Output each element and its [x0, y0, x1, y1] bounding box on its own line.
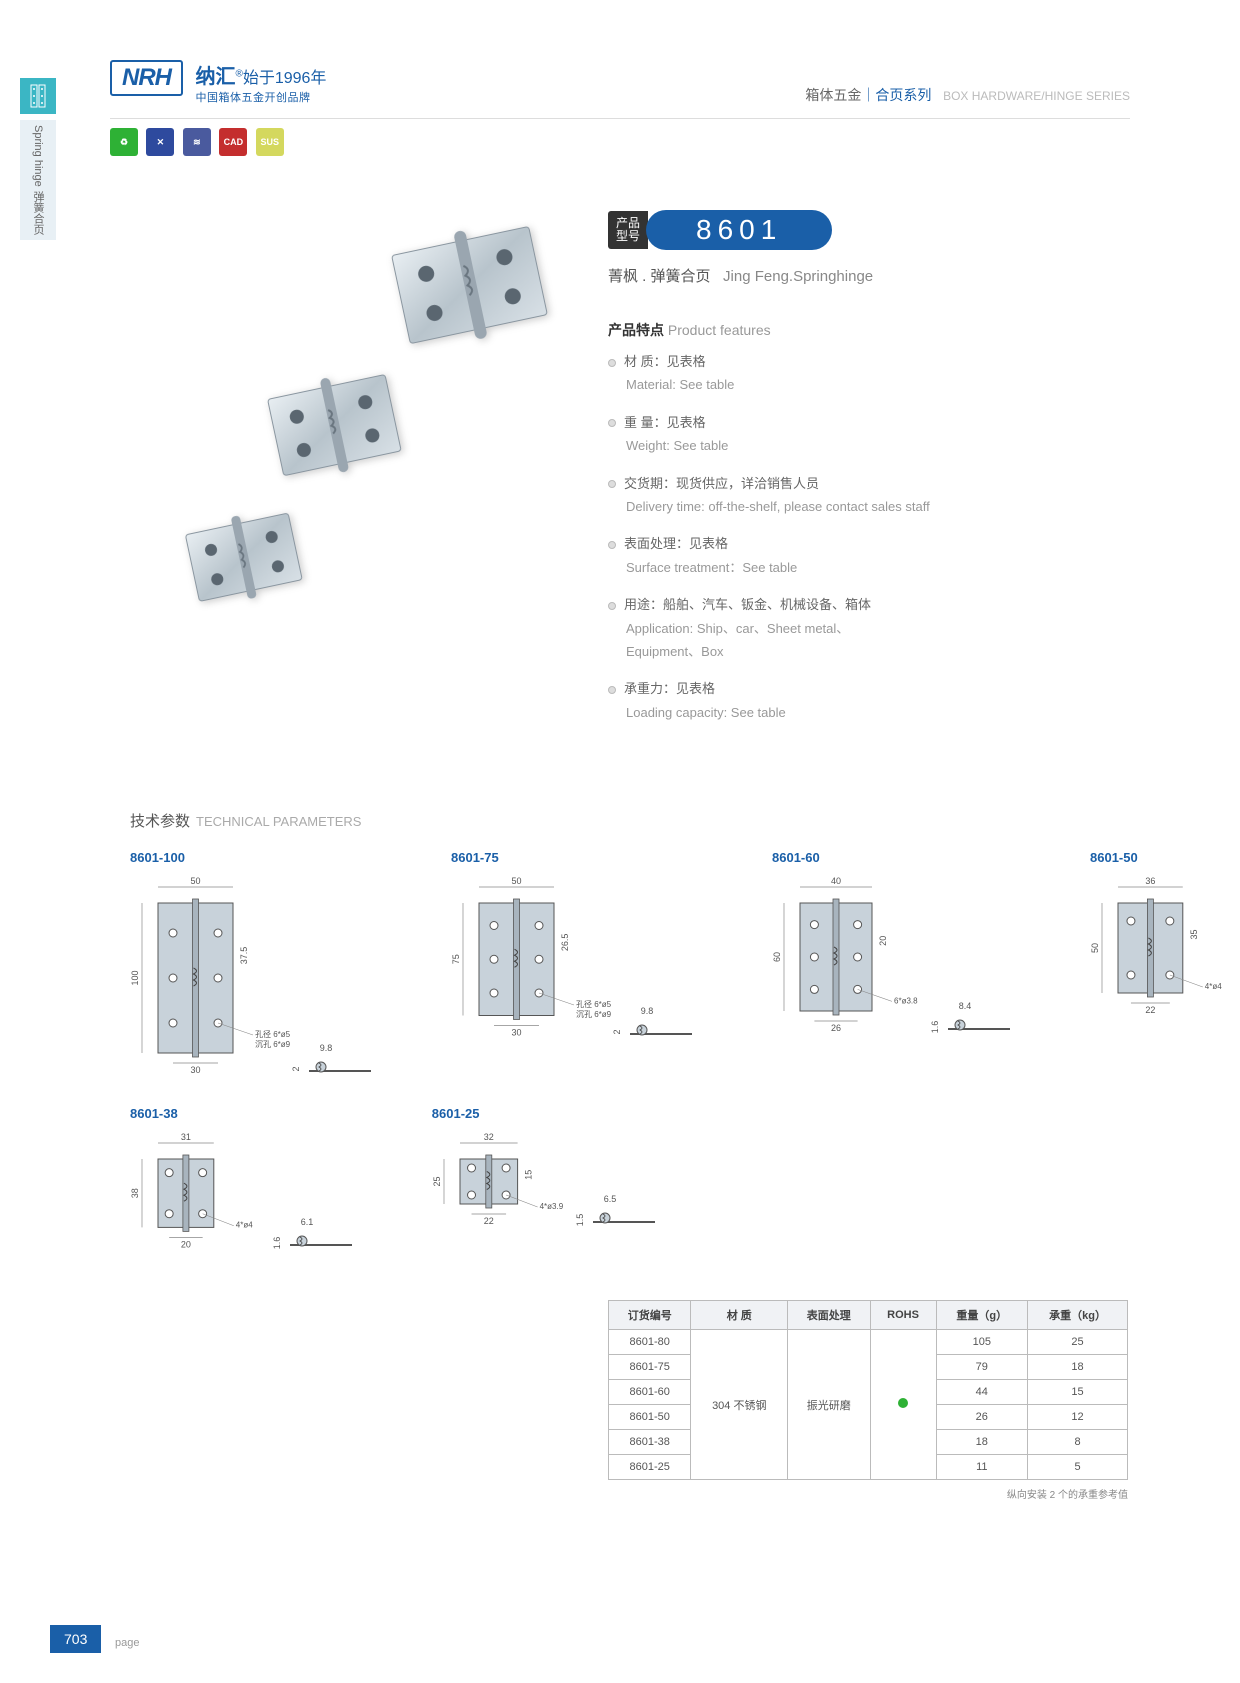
svg-text:22: 22: [484, 1216, 494, 1226]
side-tab-en: Spring hinge: [32, 125, 44, 187]
badge-3: ≋: [183, 128, 211, 156]
spec-table: 订货编号材 质表面处理ROHS重量（g）承重（kg） 8601-80304 不锈…: [608, 1300, 1128, 1480]
svg-text:36: 36: [1145, 876, 1155, 886]
spec-table-wrap: 订货编号材 质表面处理ROHS重量（g）承重（kg） 8601-80304 不锈…: [608, 1300, 1128, 1501]
svg-text:2: 2: [612, 1029, 622, 1034]
badge-2: ✕: [146, 128, 174, 156]
header-category: 箱体五金｜合页系列 BOX HARDWARE/HINGE SERIES: [805, 85, 1130, 105]
svg-text:4*ø4: 4*ø4: [236, 1221, 253, 1230]
svg-text:6*ø3.8: 6*ø3.8: [894, 996, 918, 1005]
logo-cn: 纳汇: [195, 66, 235, 88]
svg-text:22: 22: [1145, 1005, 1155, 1015]
product-image: [180, 210, 560, 650]
svg-text:6.1: 6.1: [301, 1217, 314, 1227]
badge-row: ♻ ✕ ≋ CAD SUS: [110, 128, 288, 156]
svg-text:15: 15: [523, 1170, 533, 1180]
side-tab-icon: [20, 78, 56, 114]
svg-text:20: 20: [181, 1239, 191, 1249]
features-list: 材 质：见表格Material: See table重 量：见表格Weight:…: [608, 350, 930, 738]
logo-tag: 始于1996年: [243, 70, 327, 87]
svg-text:60: 60: [772, 952, 782, 962]
side-tab-cn: 弹簧合页: [30, 191, 46, 235]
svg-text:孔径 6*ø5: 孔径 6*ø5: [576, 999, 612, 1009]
svg-text:1.6: 1.6: [930, 1021, 940, 1034]
badge-4: CAD: [219, 128, 247, 156]
svg-text:1.5: 1.5: [575, 1214, 585, 1227]
svg-text:100: 100: [130, 970, 140, 985]
svg-text:9.8: 9.8: [320, 1043, 333, 1053]
svg-text:沉孔 6*ø9: 沉孔 6*ø9: [255, 1040, 291, 1049]
svg-text:25: 25: [432, 1176, 442, 1186]
svg-text:30: 30: [190, 1065, 200, 1075]
model-number: 8601: [646, 210, 832, 250]
svg-text:50: 50: [190, 876, 200, 886]
svg-text:26: 26: [831, 1023, 841, 1033]
svg-text:8.4: 8.4: [959, 1001, 972, 1011]
side-tab-label: Spring hinge 弹簧合页: [20, 120, 56, 240]
badge-5: SUS: [256, 128, 284, 156]
logo-brand: NRH: [110, 60, 183, 96]
svg-text:沉孔 6*ø9: 沉孔 6*ø9: [576, 1010, 612, 1019]
badge-1: ♻: [110, 128, 138, 156]
header-divider: [110, 118, 1130, 119]
page-label: page: [115, 1637, 139, 1649]
page-number: 703: [50, 1625, 101, 1653]
svg-text:4*ø3.9: 4*ø3.9: [539, 1202, 563, 1211]
svg-text:35: 35: [1189, 929, 1199, 939]
model-badge: 产品型号 8601: [608, 210, 832, 250]
logo: NRH 纳汇®始于1996年 中国箱体五金开创品牌: [110, 60, 326, 105]
svg-text:20: 20: [878, 936, 888, 946]
svg-text:75: 75: [451, 954, 461, 964]
svg-text:30: 30: [511, 1028, 521, 1038]
model-label: 产品型号: [608, 211, 648, 249]
svg-text:2: 2: [291, 1066, 301, 1071]
svg-text:6.5: 6.5: [604, 1194, 617, 1204]
svg-text:4*ø4: 4*ø4: [1205, 982, 1222, 991]
svg-text:37.5: 37.5: [239, 947, 249, 965]
features-title: 产品特点 Product features: [608, 320, 771, 340]
svg-text:38: 38: [130, 1188, 140, 1198]
svg-text:32: 32: [484, 1132, 494, 1142]
table-note: 纵向安装 2 个的承重参考值: [608, 1486, 1128, 1501]
svg-text:31: 31: [181, 1132, 191, 1142]
svg-text:孔径 6*ø5: 孔径 6*ø5: [255, 1029, 291, 1039]
svg-text:9.8: 9.8: [641, 1006, 654, 1016]
product-name: 菁枫 . 弹簧合页 Jing Feng.Springhinge: [608, 265, 873, 286]
tech-title: 技术参数TECHNICAL PARAMETERS: [130, 810, 361, 831]
svg-text:40: 40: [831, 876, 841, 886]
svg-text:1.6: 1.6: [272, 1237, 282, 1250]
svg-text:50: 50: [511, 876, 521, 886]
svg-text:50: 50: [1090, 943, 1100, 953]
svg-text:26.5: 26.5: [560, 934, 570, 952]
diagrams: 8601-100501003037.5孔径 6*ø5沉孔 6*ø99.82860…: [130, 850, 1130, 1280]
logo-sub: 中国箱体五金开创品牌: [195, 89, 326, 105]
